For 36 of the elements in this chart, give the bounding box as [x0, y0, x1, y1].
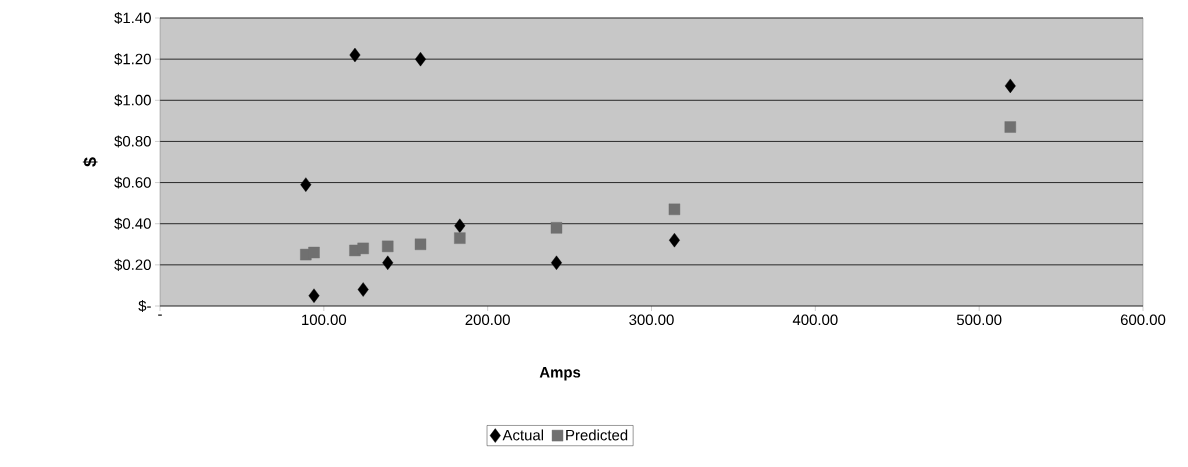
y-axis-title: $: [82, 157, 98, 167]
x-axis-title: Amps: [539, 367, 581, 381]
point: [300, 177, 312, 192]
legend-label: Actual: [502, 429, 544, 441]
y-tick-label: $1.20: [114, 53, 151, 66]
point: [382, 240, 394, 253]
point: [668, 232, 680, 248]
y-tick-label: $0.60: [114, 176, 151, 189]
legend-label: Predicted: [566, 429, 628, 441]
y-tick-label: $-: [138, 299, 151, 313]
point: [357, 242, 369, 255]
point: [308, 246, 320, 259]
point: [1004, 121, 1016, 133]
x-tick-label: 100.00: [302, 314, 347, 326]
point: [382, 255, 394, 270]
point: [1004, 78, 1016, 94]
point: [454, 218, 466, 233]
point: [668, 203, 681, 216]
x-tick-label: 200.00: [465, 314, 510, 326]
y-tick-label: $0.20: [114, 258, 151, 271]
point: [454, 232, 466, 244]
point: [349, 47, 361, 63]
point: [550, 222, 563, 234]
x-tick-label: 400.00: [792, 314, 838, 326]
point: [551, 255, 562, 270]
x-tick-label: 300.00: [629, 314, 674, 326]
x-tick-label: 600.00: [1120, 314, 1166, 326]
y-tick-label: $0.40: [114, 217, 151, 230]
point: [414, 238, 427, 250]
x-tick-label: 500.00: [956, 314, 1002, 326]
point: [357, 282, 369, 297]
point: [308, 288, 320, 303]
y-tick-label: $1.00: [114, 94, 151, 107]
y-tick-label: $0.80: [114, 135, 151, 148]
y-tick-label: $1.40: [114, 11, 151, 25]
x-tick-label: -: [158, 314, 162, 316]
